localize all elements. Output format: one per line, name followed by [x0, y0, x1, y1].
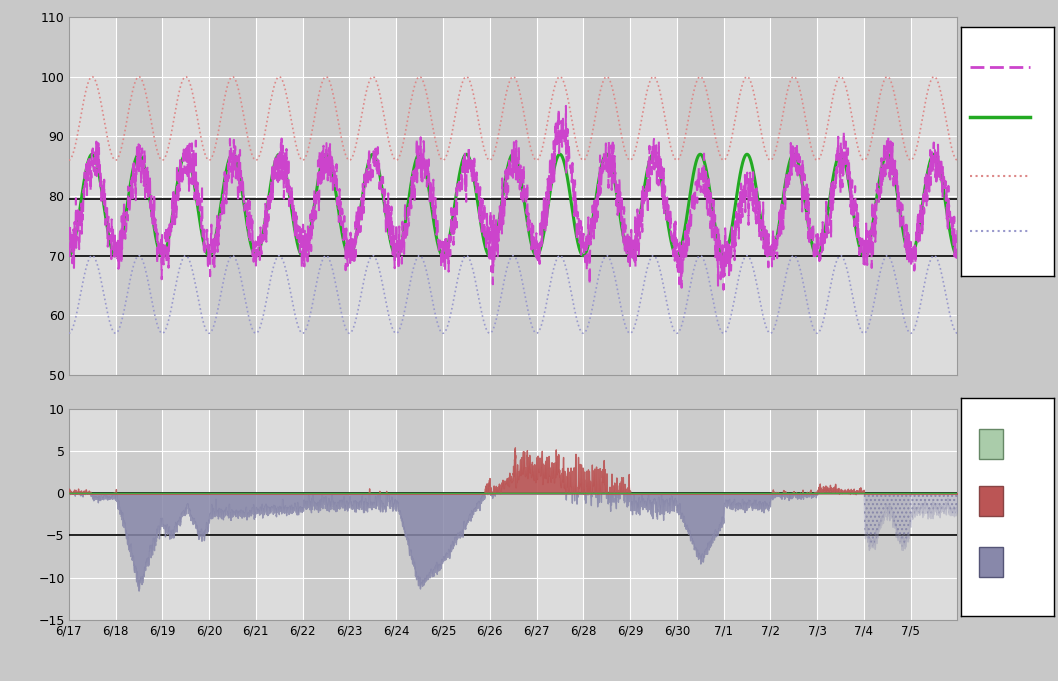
Bar [349, 409, 396, 620]
Bar [770, 17, 817, 375]
Bar [256, 409, 303, 620]
Bar [631, 17, 677, 375]
Bar [583, 17, 631, 375]
Bar [817, 409, 864, 620]
Bar [724, 17, 770, 375]
Bar [864, 409, 911, 620]
Bar [536, 409, 583, 620]
Bar [536, 17, 583, 375]
Bar [115, 409, 162, 620]
Bar [864, 17, 911, 375]
Bar [911, 17, 957, 375]
Bar [443, 409, 490, 620]
Bar [209, 409, 256, 620]
Bar [349, 17, 396, 375]
Bar [677, 409, 724, 620]
Bar [443, 17, 490, 375]
Bar [980, 547, 1003, 577]
Bar [162, 409, 209, 620]
Bar [980, 429, 1003, 460]
Bar [303, 17, 349, 375]
Bar [583, 409, 631, 620]
Bar [162, 17, 209, 375]
Bar [69, 409, 115, 620]
Bar [911, 409, 957, 620]
Bar [209, 17, 256, 375]
Bar [677, 17, 724, 375]
Bar [631, 409, 677, 620]
Bar [724, 409, 770, 620]
Bar [817, 17, 864, 375]
Bar [69, 17, 115, 375]
Bar [396, 17, 443, 375]
Bar [256, 17, 303, 375]
Bar [303, 409, 349, 620]
Bar [490, 409, 536, 620]
Bar [396, 409, 443, 620]
Bar [490, 17, 536, 375]
Bar [980, 486, 1003, 516]
Bar [770, 409, 817, 620]
Bar [115, 17, 162, 375]
